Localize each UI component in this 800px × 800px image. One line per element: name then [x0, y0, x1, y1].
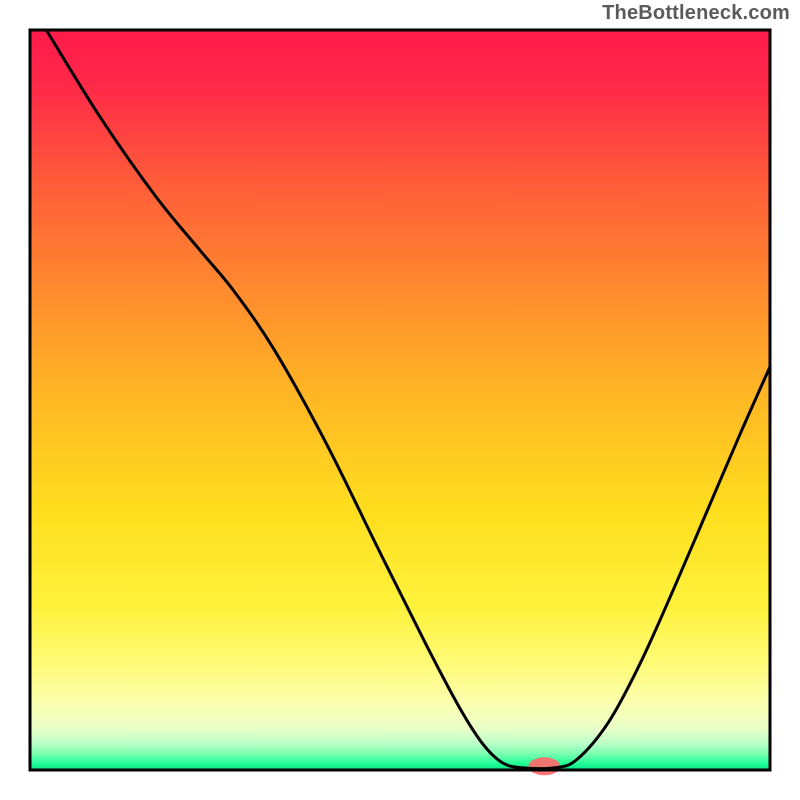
bottleneck-chart: [0, 0, 800, 800]
gradient-background: [30, 30, 770, 770]
watermark-text: TheBottleneck.com: [602, 2, 790, 25]
